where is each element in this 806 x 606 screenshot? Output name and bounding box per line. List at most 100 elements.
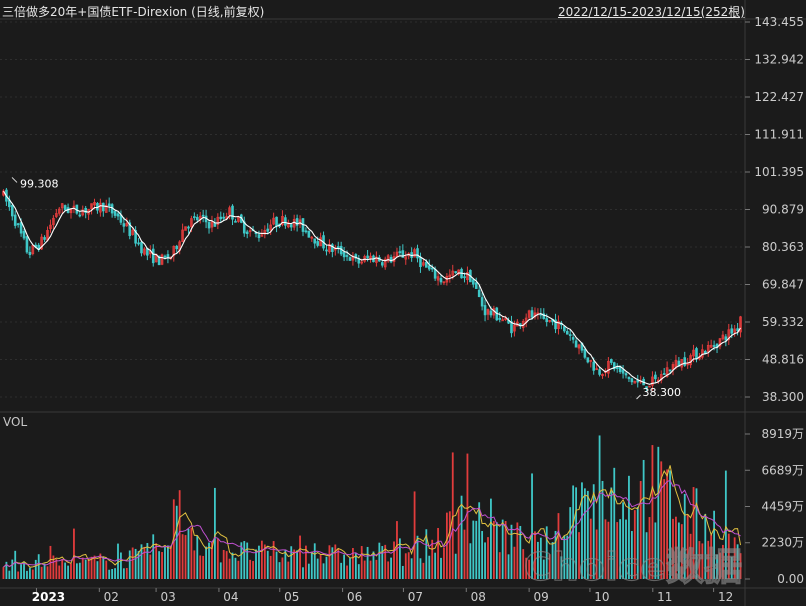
volume-bar	[666, 469, 669, 579]
volume-bar	[313, 543, 316, 579]
candle-body	[193, 216, 196, 219]
candle-body	[621, 369, 625, 374]
candle-body	[222, 216, 226, 219]
candle-body	[60, 203, 64, 209]
volume-moving-averages	[3, 465, 741, 568]
volume-bar	[325, 556, 328, 579]
price-tick-label: 80.363	[762, 240, 804, 254]
candle-body	[122, 223, 126, 227]
volume-bar	[663, 479, 666, 579]
candle-body	[389, 256, 393, 263]
volume-bar	[34, 559, 37, 579]
candle-body	[739, 316, 742, 333]
volume-bar	[102, 556, 105, 579]
price-moving-average	[3, 190, 741, 385]
volume-bar	[216, 538, 219, 579]
volume-bar	[604, 519, 607, 579]
date-range-link[interactable]: 2022/12/15-2023/12/15(252根)	[558, 5, 745, 19]
candle-body	[40, 236, 43, 250]
time-tick-label: 06	[347, 590, 362, 604]
volume-bar	[354, 553, 357, 579]
volume-bar	[111, 569, 114, 579]
candle-body	[680, 359, 684, 368]
volume-bar	[23, 561, 25, 579]
volume-bar	[642, 459, 645, 579]
volume-bar	[613, 467, 616, 579]
time-tick-label: 09	[533, 590, 548, 604]
volume-bar	[654, 522, 657, 579]
candle-body	[474, 282, 478, 289]
candle-body	[360, 261, 364, 264]
volume-bar	[578, 532, 580, 579]
volume-bar	[592, 484, 595, 579]
volume-bar	[328, 545, 331, 579]
volume-bar	[143, 546, 146, 579]
candle-body	[683, 357, 687, 366]
volume-bar	[739, 553, 742, 579]
candle-body	[574, 340, 578, 348]
candle-body	[427, 265, 431, 270]
volume-bar	[17, 571, 20, 579]
volume-bar	[70, 563, 72, 579]
candle-body	[99, 202, 102, 213]
candle-body	[228, 207, 231, 216]
candle-body	[736, 328, 739, 332]
candle-body	[633, 380, 637, 384]
volume-bar	[37, 554, 40, 579]
volume-bar	[537, 541, 539, 579]
candle-body	[489, 310, 493, 316]
candle-body	[275, 216, 278, 227]
volume-bar	[360, 546, 363, 579]
candle-body	[313, 238, 317, 244]
volume-bar	[401, 565, 404, 579]
volume-bar	[284, 549, 287, 579]
candle-body	[298, 219, 302, 225]
volume-bar	[689, 533, 692, 579]
volume-bar	[258, 545, 260, 579]
candle-body	[84, 207, 87, 213]
volume-bar	[469, 543, 472, 579]
volume-bar	[487, 537, 489, 579]
volume-bar	[710, 534, 713, 579]
volume-bar	[398, 538, 401, 579]
annotations: 99.308 38.300	[11, 177, 681, 400]
candle-body	[248, 230, 252, 233]
volume-bar	[525, 557, 528, 579]
volume-bar	[81, 557, 84, 579]
candle-body	[175, 245, 179, 250]
candle-body	[692, 349, 695, 357]
candle-body	[151, 248, 155, 264]
candle-body	[201, 214, 205, 217]
candle-body	[272, 217, 275, 225]
candle-body	[689, 355, 692, 366]
volume-bar	[363, 560, 366, 579]
volume-bar	[686, 514, 689, 579]
candle-body	[331, 244, 334, 252]
candle-body	[210, 221, 214, 228]
volume-bar	[369, 560, 372, 579]
volume-bar	[501, 519, 504, 579]
candle-body	[231, 205, 234, 220]
volume-bar	[566, 535, 569, 579]
volume-bar	[707, 540, 710, 579]
volume-bar	[11, 559, 14, 579]
candle-body	[325, 249, 328, 252]
candle-body	[416, 248, 419, 259]
volume-bar	[146, 543, 149, 579]
volume-bar	[337, 548, 340, 579]
candle-body	[102, 202, 105, 212]
candle-body	[345, 255, 349, 257]
volume-bar	[140, 544, 143, 579]
candle-body	[513, 324, 516, 332]
candle-body	[287, 222, 290, 228]
candle-body	[542, 313, 546, 319]
volume-bar	[607, 521, 610, 579]
candle-body	[137, 242, 140, 245]
candle-body	[498, 318, 502, 320]
volume-bar	[272, 541, 275, 579]
candle-body	[93, 201, 96, 206]
volume-bar	[736, 544, 739, 579]
candle-body	[557, 320, 560, 329]
candle-body	[234, 220, 237, 223]
